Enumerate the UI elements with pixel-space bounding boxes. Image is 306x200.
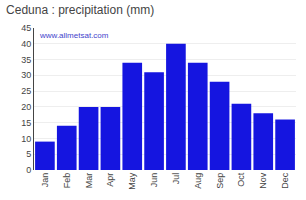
svg-text:45: 45 [21,23,31,33]
svg-text:5: 5 [26,149,31,159]
svg-text:25: 25 [21,86,31,96]
svg-text:www.allmetsat.com: www.allmetsat.com [39,31,109,40]
svg-text:Ceduna : precipitation (mm): Ceduna : precipitation (mm) [6,3,154,17]
svg-text:Jun: Jun [149,173,159,188]
svg-text:Apr: Apr [105,173,115,187]
svg-text:35: 35 [21,55,31,65]
svg-text:10: 10 [21,134,31,144]
svg-text:Jan: Jan [40,173,50,188]
svg-text:Oct: Oct [236,172,246,187]
svg-text:Feb: Feb [62,173,72,189]
svg-text:30: 30 [21,70,31,80]
svg-text:Dec: Dec [280,172,290,189]
svg-text:May: May [127,172,137,190]
svg-text:20: 20 [21,102,31,112]
svg-text:Aug: Aug [193,173,203,189]
svg-text:Nov: Nov [258,172,268,189]
svg-text:Mar: Mar [84,173,94,189]
svg-text:40: 40 [21,39,31,49]
svg-text:Sep: Sep [215,173,225,189]
svg-text:Jul: Jul [171,173,181,185]
svg-text:0: 0 [26,165,31,175]
svg-text:15: 15 [21,118,31,128]
